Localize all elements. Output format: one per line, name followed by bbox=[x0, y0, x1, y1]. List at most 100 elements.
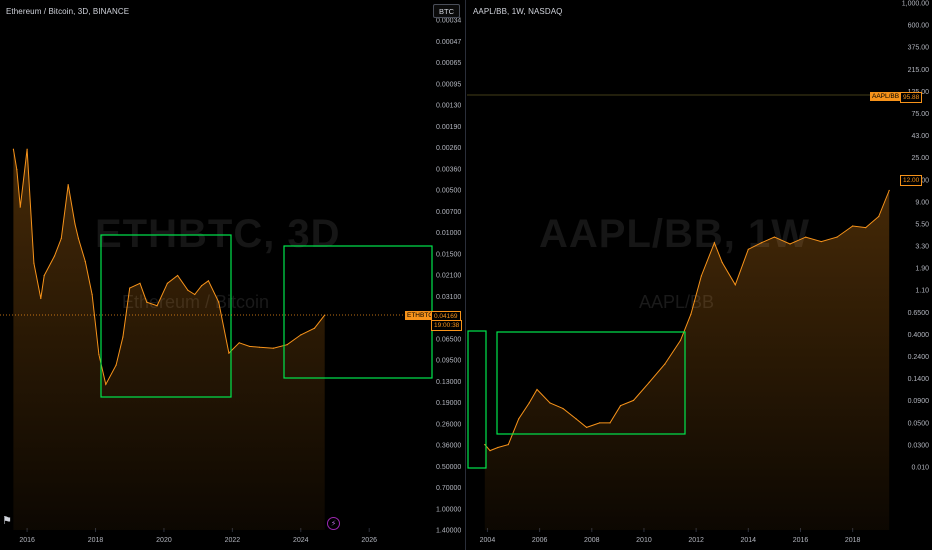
y-axis-tick-label: 0.36000 bbox=[436, 443, 461, 450]
price-point bbox=[713, 242, 715, 244]
chart-title: AAPL/BB, 1W, NASDAQ bbox=[473, 7, 563, 16]
price-point bbox=[139, 282, 141, 284]
last-price-label: 12.00 bbox=[900, 175, 923, 186]
currency-button[interactable]: BTC bbox=[433, 4, 460, 18]
price-point bbox=[129, 287, 131, 289]
price-point bbox=[40, 297, 42, 300]
price-point bbox=[286, 344, 288, 346]
flag-icon[interactable]: ⚑ bbox=[2, 515, 12, 527]
price-point bbox=[12, 148, 15, 150]
y-axis-tick-label: 43.00 bbox=[911, 133, 929, 140]
price-point bbox=[497, 446, 499, 449]
price-point bbox=[194, 293, 196, 296]
price-area-fill bbox=[13, 149, 325, 530]
countdown-label: 19:00:38 bbox=[431, 320, 463, 331]
y-axis-tick-label: 0.0900 bbox=[908, 398, 930, 405]
price-point bbox=[122, 336, 124, 338]
y-axis-tick-label: 0.02100 bbox=[436, 273, 461, 280]
price-point bbox=[484, 443, 486, 446]
right-chart-pane[interactable]: AAPL/BB, 1W AAPL/BB 1,000.00 600.00 375.00… bbox=[467, 0, 932, 550]
y-axis-tick-label: 0.09500 bbox=[436, 358, 461, 365]
y-axis-tick-label: 0.2400 bbox=[908, 354, 930, 361]
y-axis-tick-label: 0.0300 bbox=[908, 442, 930, 449]
price-point bbox=[820, 240, 822, 243]
price-point bbox=[187, 289, 189, 291]
price-point bbox=[507, 443, 509, 446]
y-axis-tick-label: 600.00 bbox=[908, 23, 930, 30]
price-point bbox=[16, 168, 18, 171]
price-point bbox=[690, 313, 692, 315]
x-axis-tick-label: 2024 bbox=[293, 537, 309, 544]
y-axis-tick-label: 215.00 bbox=[908, 67, 930, 74]
price-point bbox=[259, 346, 261, 348]
x-axis-tick-label: 2020 bbox=[156, 537, 172, 544]
y-axis-tick-label: 0.00047 bbox=[436, 39, 461, 46]
price-point bbox=[67, 184, 69, 186]
x-axis-tick-label: 2006 bbox=[532, 537, 548, 544]
price-point bbox=[26, 148, 28, 150]
price-point bbox=[575, 418, 577, 420]
price-point bbox=[177, 274, 179, 277]
aaplbb-chart[interactable]: 1,000.00600.00375.00215.00125.0075.0043.… bbox=[467, 0, 932, 550]
price-point bbox=[679, 339, 682, 342]
price-point bbox=[105, 383, 107, 385]
y-axis-tick-label: 0.00130 bbox=[436, 103, 461, 110]
ethbtc-chart[interactable]: 0.00034 0.00047 0.00065 0.00095 0.00130 0.001… bbox=[0, 0, 466, 550]
price-point bbox=[789, 243, 791, 245]
price-area-fill bbox=[484, 190, 890, 530]
horizontal-line-label: AAPL/BB bbox=[870, 92, 902, 101]
price-line bbox=[12, 149, 326, 386]
x-axis-tick-label: 2010 bbox=[636, 537, 652, 544]
y-axis-tick-label: 1,000.00 bbox=[902, 1, 929, 8]
x-axis-tick-label: 2012 bbox=[688, 537, 704, 544]
price-point bbox=[166, 282, 168, 284]
price-point bbox=[228, 352, 230, 354]
y-axis-tick-label: 0.00034 bbox=[436, 18, 461, 25]
y-axis-tick-label: 0.70000 bbox=[436, 485, 461, 492]
price-point bbox=[84, 260, 86, 263]
left-chart-pane[interactable]: ETHBTC, 3D Ethereum / Bitcoin 0.000340.0… bbox=[0, 0, 466, 550]
x-axis-tick-label: 2022 bbox=[225, 537, 241, 544]
y-axis-tick-label: 1.40000 bbox=[436, 528, 461, 535]
price-point bbox=[53, 255, 56, 257]
price-point bbox=[115, 364, 117, 366]
y-axis-tick-label: 0.00095 bbox=[436, 81, 461, 88]
x-axis-tick-label: 2018 bbox=[88, 537, 104, 544]
y-axis-tick-label: 0.1400 bbox=[908, 376, 930, 383]
y-axis-tick-label: 0.13000 bbox=[436, 379, 461, 386]
price-point bbox=[805, 236, 807, 238]
y-axis-tick-label: 9.00 bbox=[915, 199, 929, 206]
price-line bbox=[484, 190, 890, 452]
price-point bbox=[664, 363, 666, 365]
price-point bbox=[632, 399, 635, 402]
price-point bbox=[599, 422, 601, 424]
y-axis-tick-label: 0.01500 bbox=[436, 251, 461, 258]
y-axis-tick-label: 3.30 bbox=[915, 244, 929, 251]
price-point bbox=[91, 293, 93, 296]
price-point bbox=[313, 327, 316, 329]
price-point bbox=[248, 345, 251, 348]
y-axis-tick-label: 0.00260 bbox=[436, 145, 461, 152]
x-axis-tick-label: 2008 bbox=[584, 537, 600, 544]
price-point bbox=[878, 215, 880, 218]
price-point bbox=[536, 388, 538, 391]
price-point bbox=[300, 334, 302, 336]
highlight-box bbox=[467, 330, 487, 469]
y-axis-tick-label: 0.26000 bbox=[436, 421, 461, 428]
highlight-box bbox=[100, 234, 232, 398]
price-point bbox=[585, 426, 588, 428]
price-point bbox=[146, 301, 148, 303]
price-point bbox=[98, 354, 100, 356]
price-point bbox=[865, 227, 867, 229]
price-point bbox=[562, 408, 564, 410]
price-point bbox=[648, 381, 650, 383]
price-point bbox=[207, 280, 210, 282]
y-axis-tick-label: 5.50 bbox=[915, 221, 929, 228]
y-axis-tick-label: 0.01000 bbox=[436, 230, 461, 237]
y-axis-tick-label: 0.6500 bbox=[908, 310, 930, 317]
price-point bbox=[734, 284, 736, 286]
bolt-icon[interactable]: ⚡ bbox=[327, 517, 340, 530]
price-point bbox=[773, 236, 775, 238]
price-point bbox=[272, 347, 275, 349]
price-point bbox=[852, 225, 854, 227]
